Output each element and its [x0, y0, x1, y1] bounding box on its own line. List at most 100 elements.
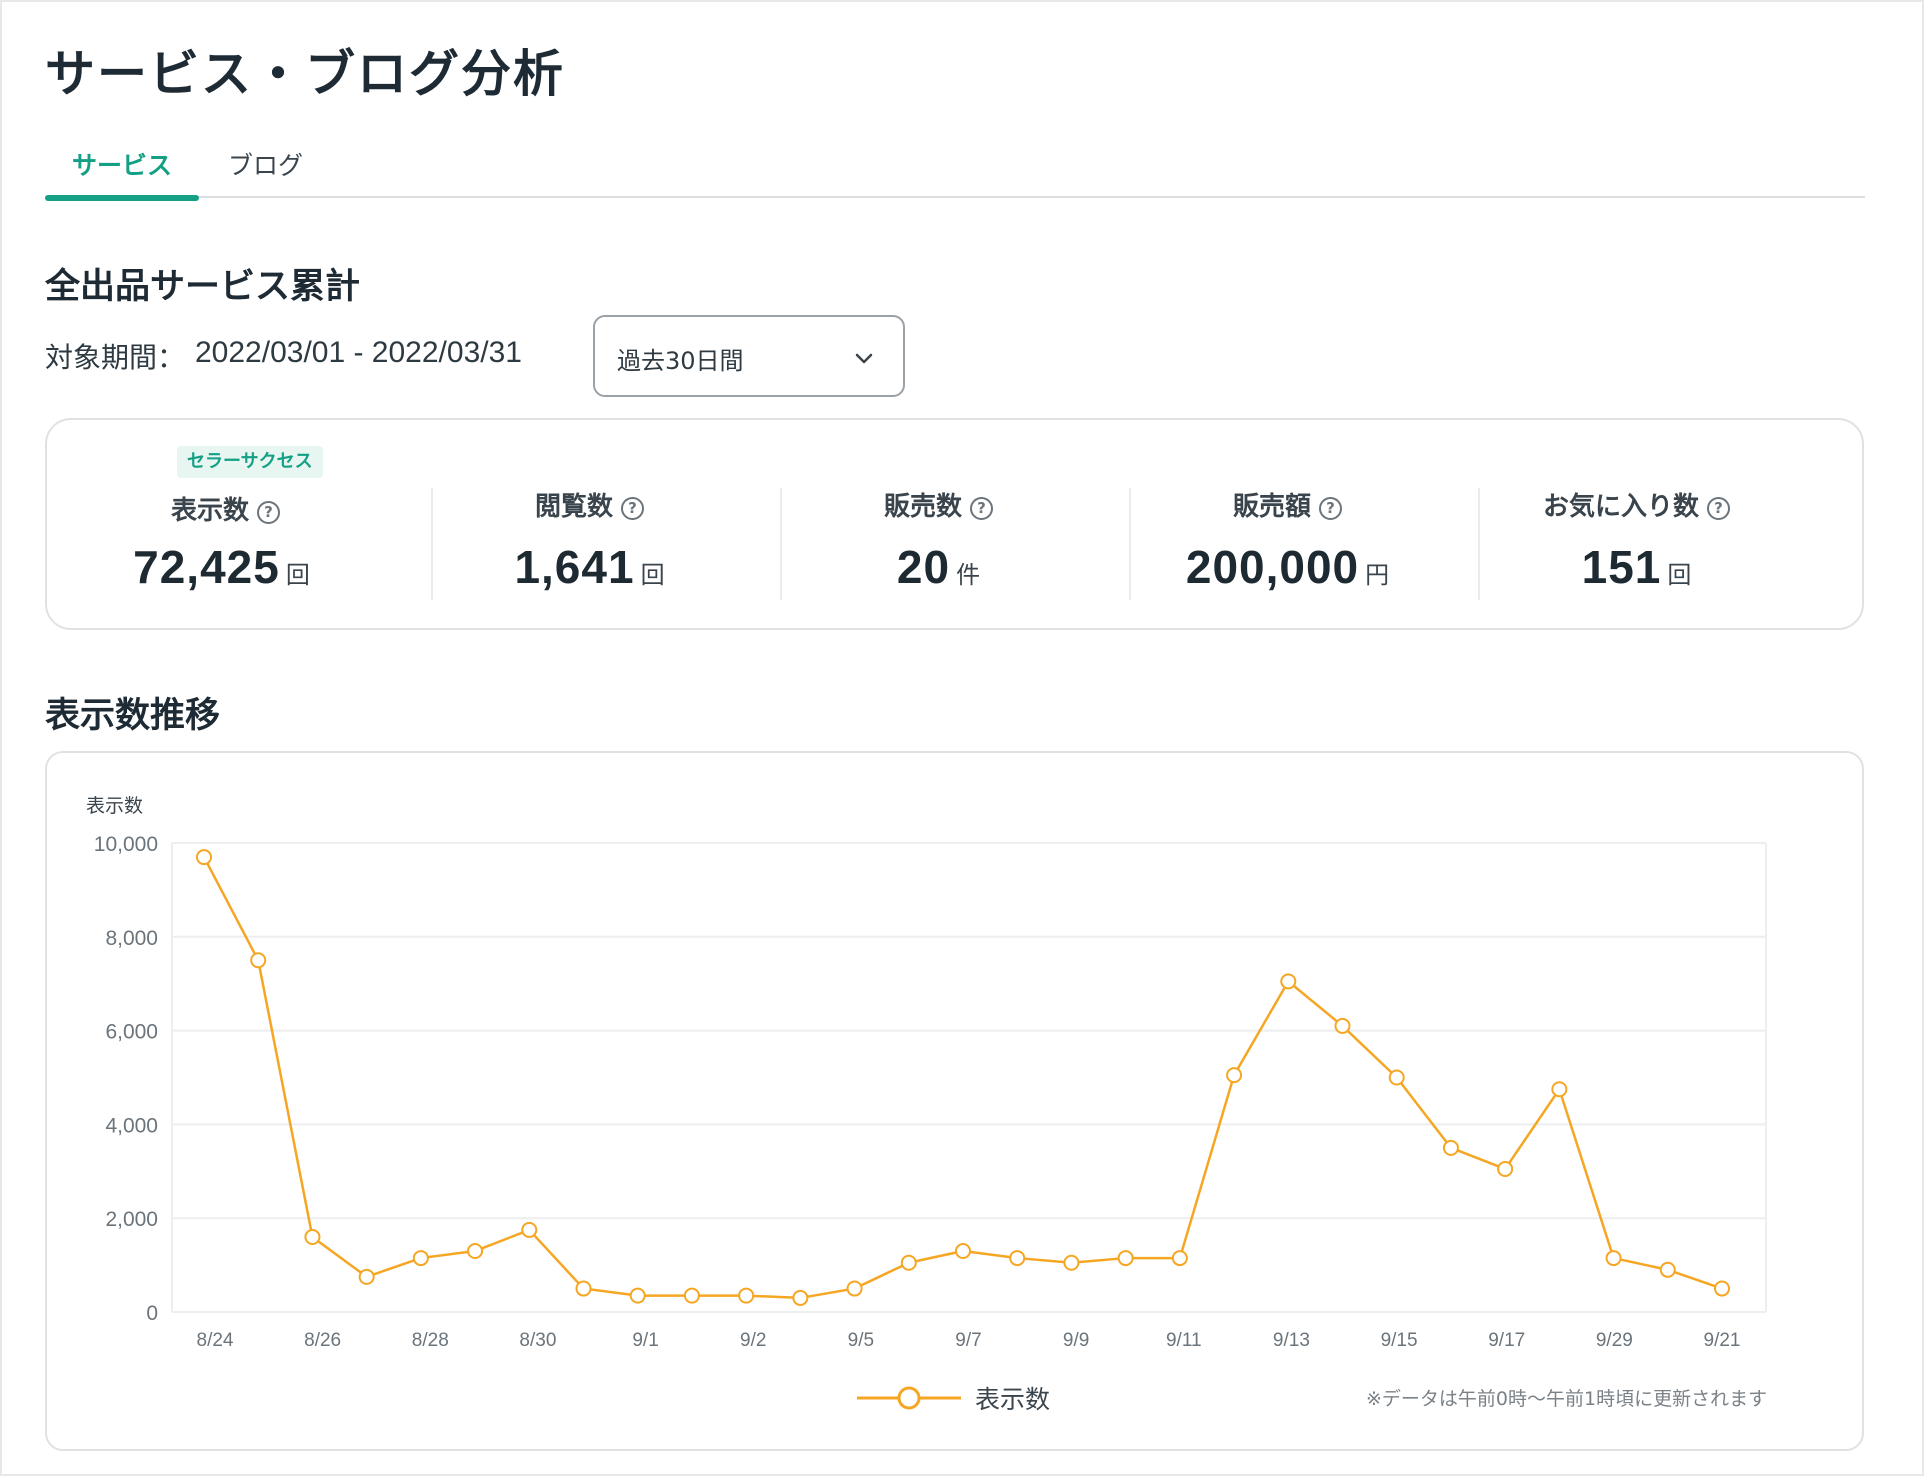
data-point — [1714, 1280, 1730, 1297]
stat-divider — [780, 488, 782, 600]
data-point — [304, 1228, 321, 1245]
seller-success-badge: セラーサクセス — [177, 446, 323, 478]
y-tick-label: 6,000 — [105, 1021, 158, 1044]
stat-label-text: 閲覧数 — [534, 492, 613, 522]
help-icon[interactable]: ? — [1319, 497, 1342, 520]
data-point — [250, 952, 267, 969]
tab-bar: サービス ブログ — [45, 140, 1865, 201]
stat-unit: 回 — [640, 561, 665, 589]
x-tick-label: 9/1 — [632, 1330, 658, 1351]
x-tick-label: 8/30 — [519, 1330, 556, 1351]
help-icon[interactable]: ? — [621, 497, 644, 520]
x-tick-label: 9/17 — [1488, 1330, 1525, 1351]
x-tick-label: 9/15 — [1381, 1330, 1418, 1351]
page-title: サービス・ブログ分析 — [45, 45, 565, 103]
x-tick-label: 9/9 — [1063, 1330, 1089, 1351]
stat-label: 表示数? — [51, 490, 400, 527]
tab-service[interactable]: サービス — [45, 146, 199, 201]
legend-marker — [857, 1386, 961, 1410]
stat-unit: 回 — [285, 561, 310, 589]
stat-label-text: 販売数 — [883, 492, 962, 522]
stat-unit: 件 — [956, 561, 981, 589]
stat-label: お気に入り数? — [1462, 486, 1811, 523]
x-tick-label: 9/7 — [955, 1330, 981, 1351]
x-tick-label: 9/5 — [848, 1330, 874, 1351]
data-point — [846, 1280, 863, 1297]
data-point — [358, 1268, 375, 1285]
y-tick-label: 0 — [146, 1302, 158, 1325]
data-point — [738, 1287, 755, 1304]
data-point — [1117, 1250, 1134, 1267]
data-point — [955, 1243, 971, 1260]
range-select[interactable]: 過去30日間 — [593, 315, 905, 397]
stat-number: 1,641 — [514, 541, 635, 593]
stat-label: 販売数? — [764, 486, 1113, 523]
data-point — [792, 1289, 809, 1306]
data-point — [1497, 1160, 1514, 1177]
y-tick-label: 10,000 — [94, 833, 158, 856]
stat-divider — [1129, 488, 1131, 600]
data-point — [1388, 1069, 1405, 1086]
stat-label-text: お気に入り数 — [1542, 492, 1699, 522]
x-tick-label: 9/13 — [1273, 1330, 1310, 1351]
y-tick-label: 8,000 — [105, 927, 158, 950]
stat-sales-amount: 販売額? 200,000 円 — [1113, 420, 1462, 632]
trend-chart-card — [45, 751, 1864, 1451]
chevron-down-icon — [855, 353, 873, 364]
data-point — [575, 1280, 592, 1297]
trend-title: 表示数推移 — [45, 696, 221, 736]
stat-number: 200,000 — [1185, 541, 1360, 593]
data-point — [196, 849, 212, 866]
data-point — [467, 1243, 484, 1260]
period-value: 2022/03/01 - 2022/03/31 — [195, 336, 522, 369]
x-tick-label: 9/29 — [1596, 1330, 1633, 1351]
stat-value: 200,000 円 — [1113, 540, 1462, 594]
data-point — [1280, 973, 1297, 990]
range-select-value: 過去30日間 — [617, 347, 744, 375]
data-point — [629, 1287, 646, 1304]
stat-value: 72,425 回 — [47, 540, 396, 594]
data-point — [412, 1250, 429, 1267]
x-tick-label: 9/2 — [740, 1330, 766, 1351]
data-point — [1226, 1067, 1243, 1084]
x-tick-label: 8/26 — [304, 1330, 341, 1351]
data-point — [1551, 1081, 1568, 1098]
data-point — [1171, 1250, 1188, 1267]
series-line — [202, 856, 1723, 1300]
stat-favorites: お気に入り数? 151 回 — [1462, 420, 1811, 632]
stats-card: セラーサクセス 表示数? 72,425 回 閲覧数? 1,641 回 販売数? 20… — [45, 418, 1864, 630]
stat-label: 閲覧数? — [415, 486, 764, 523]
legend-label: 表示数 — [975, 1385, 1051, 1414]
stat-unit: 回 — [1667, 561, 1692, 589]
help-icon[interactable]: ? — [1707, 497, 1730, 520]
data-point — [1659, 1261, 1676, 1278]
data-point — [1009, 1250, 1026, 1267]
stat-unit: 円 — [1365, 561, 1390, 589]
data-point — [1442, 1139, 1459, 1156]
help-icon[interactable]: ? — [970, 497, 993, 520]
update-note: ※データは午前0時〜午前1時頃に更新されます — [1366, 1388, 1768, 1410]
stat-impressions: セラーサクセス 表示数? 72,425 回 — [47, 420, 396, 632]
stat-value: 151 回 — [1462, 540, 1811, 594]
data-point — [900, 1254, 917, 1271]
x-tick-label: 8/28 — [412, 1330, 449, 1351]
x-tick-label: 9/11 — [1166, 1330, 1202, 1351]
data-point — [521, 1221, 538, 1238]
stat-views: 閲覧数? 1,641 回 — [415, 420, 764, 632]
stat-divider — [1478, 488, 1480, 600]
data-point — [1063, 1254, 1080, 1271]
stat-label-text: 表示数 — [170, 496, 249, 526]
help-icon[interactable]: ? — [257, 501, 280, 524]
stat-divider — [431, 488, 433, 600]
stat-sales-count: 販売数? 20 件 — [764, 420, 1113, 632]
tab-blog[interactable]: ブログ — [228, 151, 304, 180]
period-label: 対象期間： — [45, 341, 186, 374]
y-tick-label: 2,000 — [105, 1208, 158, 1231]
x-tick-label: 8/24 — [197, 1330, 234, 1351]
stat-label-text: 販売額 — [1232, 492, 1311, 522]
summary-title: 全出品サービス累計 — [45, 267, 361, 307]
y-axis-title: 表示数 — [86, 795, 143, 817]
data-point — [1334, 1017, 1351, 1034]
